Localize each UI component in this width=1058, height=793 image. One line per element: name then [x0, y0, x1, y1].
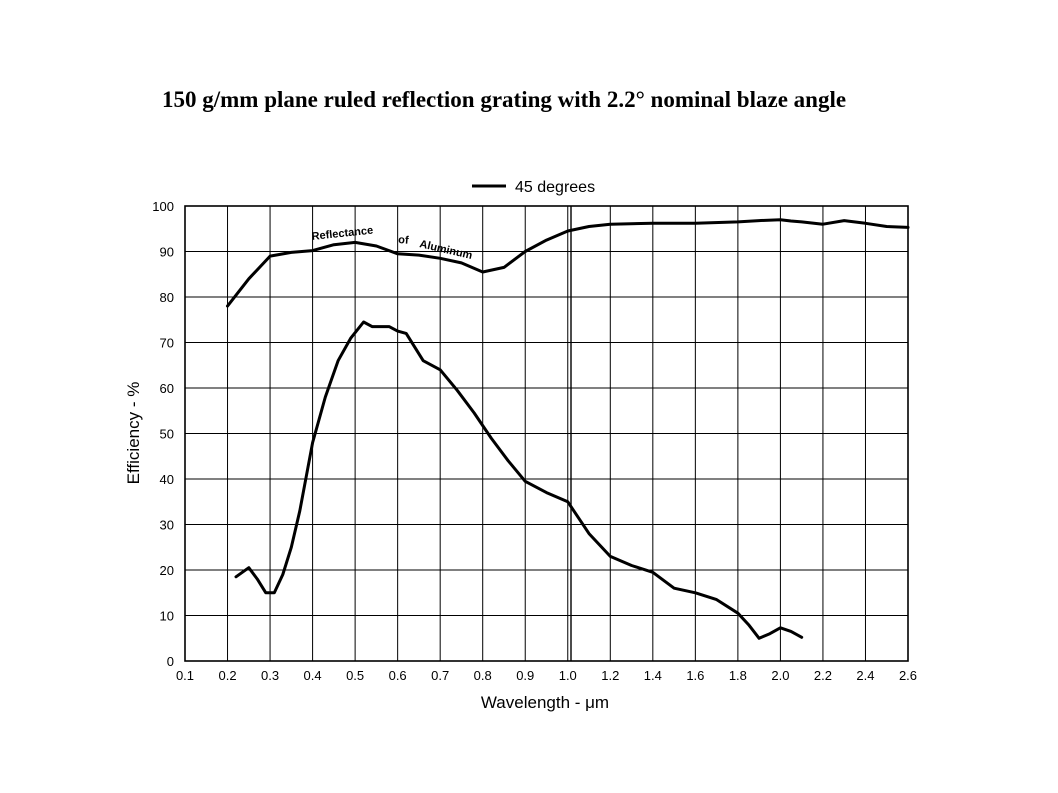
x-tick-label: 0.1	[176, 668, 194, 683]
page-title: 150 g/mm plane ruled reflection grating …	[162, 87, 847, 112]
x-tick-label: 0.9	[516, 668, 534, 683]
y-axis-ticks: 0 10 20 30 40 50 60 70 80 90 100	[152, 199, 174, 669]
chart-series	[226, 218, 910, 640]
x-axis-label: Wavelength - μm	[481, 693, 609, 712]
x-tick-label: 0.5	[346, 668, 364, 683]
x-tick-label: 1.0	[559, 668, 577, 683]
y-tick-label: 80	[160, 290, 174, 305]
y-tick-label: 20	[160, 563, 174, 578]
y-tick-label: 40	[160, 472, 174, 487]
y-tick-label: 50	[160, 427, 174, 442]
y-tick-label: 10	[160, 609, 174, 624]
x-tick-label: 2.4	[856, 668, 874, 683]
y-tick-label: 70	[160, 336, 174, 351]
x-tick-label: 1.6	[686, 668, 704, 683]
x-axis-ticks: 0.1 0.2 0.3 0.4 0.5 0.6 0.7 0.8 0.9 1.0 1.2 1.4 1.6 1…	[176, 668, 917, 683]
x-tick-label: 2.6	[899, 668, 917, 683]
curve-label-reflectance: Reflectance	[311, 225, 374, 243]
reflectance-aluminum-line	[226, 218, 910, 308]
x-tick-label: 1.4	[644, 668, 662, 683]
x-tick-label: 1.8	[729, 668, 747, 683]
x-tick-label: 1.2	[601, 668, 619, 683]
x-tick-label: 2.2	[814, 668, 832, 683]
y-tick-label: 100	[152, 199, 174, 214]
x-tick-label: 0.4	[304, 668, 322, 683]
x-tick-label: 2.0	[771, 668, 789, 683]
plot-area-frame	[184, 205, 909, 662]
x-tick-label: 0.2	[218, 668, 236, 683]
y-axis-label: Efficiency - %	[124, 382, 143, 485]
x-tick-label: 0.6	[389, 668, 407, 683]
x-tick-label: 0.7	[431, 668, 449, 683]
efficiency-45-degrees-line	[234, 320, 804, 640]
curve-label-of: of	[398, 234, 410, 247]
y-tick-label: 30	[160, 518, 174, 533]
legend: 45 degrees	[472, 179, 595, 196]
chart-grid	[184, 205, 909, 662]
x-tick-label: 0.3	[261, 668, 279, 683]
y-tick-label: 90	[160, 245, 174, 260]
y-tick-label: 0	[167, 654, 174, 669]
legend-label: 45 degrees	[515, 179, 595, 196]
x-tick-label: 0.8	[474, 668, 492, 683]
y-tick-label: 60	[160, 381, 174, 396]
